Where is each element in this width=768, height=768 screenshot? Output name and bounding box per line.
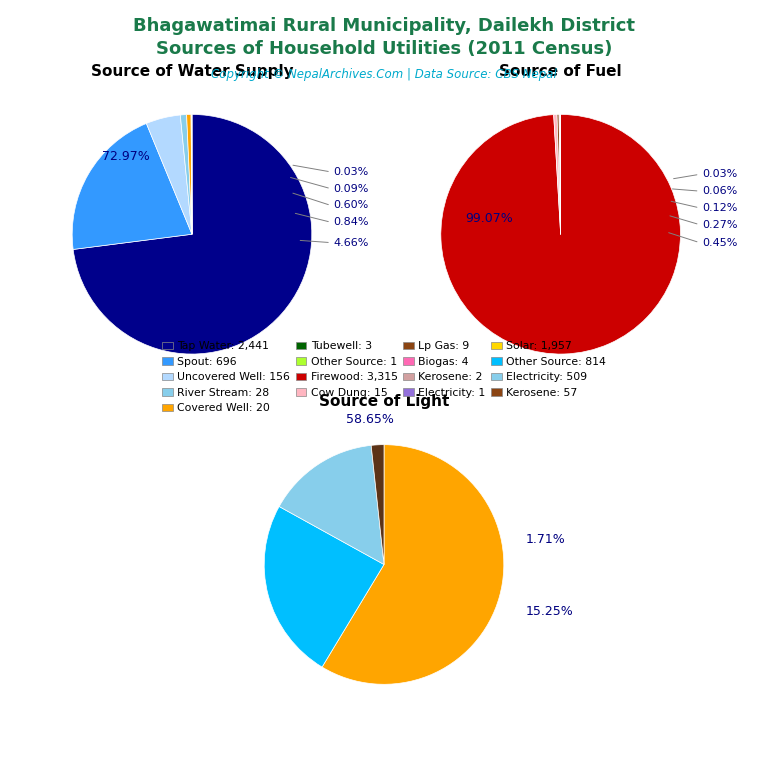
Wedge shape: [554, 114, 561, 234]
Text: Bhagawatimai Rural Municipality, Dailekh District: Bhagawatimai Rural Municipality, Dailekh…: [133, 17, 635, 35]
Wedge shape: [264, 507, 384, 667]
Text: 58.65%: 58.65%: [346, 413, 393, 426]
Wedge shape: [180, 114, 192, 234]
Text: 0.03%: 0.03%: [333, 167, 369, 177]
Wedge shape: [279, 445, 384, 564]
Title: Source of Water Supply: Source of Water Supply: [91, 65, 293, 79]
Text: 20.81%: 20.81%: [0, 767, 1, 768]
Text: 0.84%: 0.84%: [333, 217, 369, 227]
Text: 0.60%: 0.60%: [333, 200, 369, 210]
Text: 0.06%: 0.06%: [702, 186, 737, 196]
Text: 15.25%: 15.25%: [525, 604, 573, 617]
Text: 99.07%: 99.07%: [465, 212, 512, 225]
Text: 0.45%: 0.45%: [702, 237, 737, 247]
Text: 0.03%: 0.03%: [702, 169, 737, 180]
Title: Source of Light: Source of Light: [319, 395, 449, 409]
Text: 72.97%: 72.97%: [102, 150, 150, 163]
Text: 0.09%: 0.09%: [333, 184, 369, 194]
Text: Sources of Household Utilities (2011 Census): Sources of Household Utilities (2011 Cen…: [156, 40, 612, 58]
Title: Source of Fuel: Source of Fuel: [499, 65, 622, 79]
Text: Copyright © NepalArchives.Com | Data Source: CBS Nepal: Copyright © NepalArchives.Com | Data Sou…: [211, 68, 557, 81]
Wedge shape: [73, 114, 312, 354]
Wedge shape: [441, 114, 680, 354]
Wedge shape: [191, 114, 192, 234]
Text: 0.27%: 0.27%: [702, 220, 737, 230]
Text: 24.39%: 24.39%: [0, 767, 1, 768]
Wedge shape: [371, 445, 384, 564]
Wedge shape: [147, 115, 192, 234]
Text: 4.66%: 4.66%: [333, 237, 369, 247]
Wedge shape: [72, 124, 192, 250]
Legend: Tap Water: 2,441, Spout: 696, Uncovered Well: 156, River Stream: 28, Covered Wel: Tap Water: 2,441, Spout: 696, Uncovered …: [162, 342, 606, 413]
Wedge shape: [559, 114, 561, 234]
Wedge shape: [187, 114, 192, 234]
Wedge shape: [322, 445, 504, 684]
Text: 1.71%: 1.71%: [525, 533, 565, 546]
Text: 0.12%: 0.12%: [702, 203, 737, 213]
Wedge shape: [557, 114, 561, 234]
